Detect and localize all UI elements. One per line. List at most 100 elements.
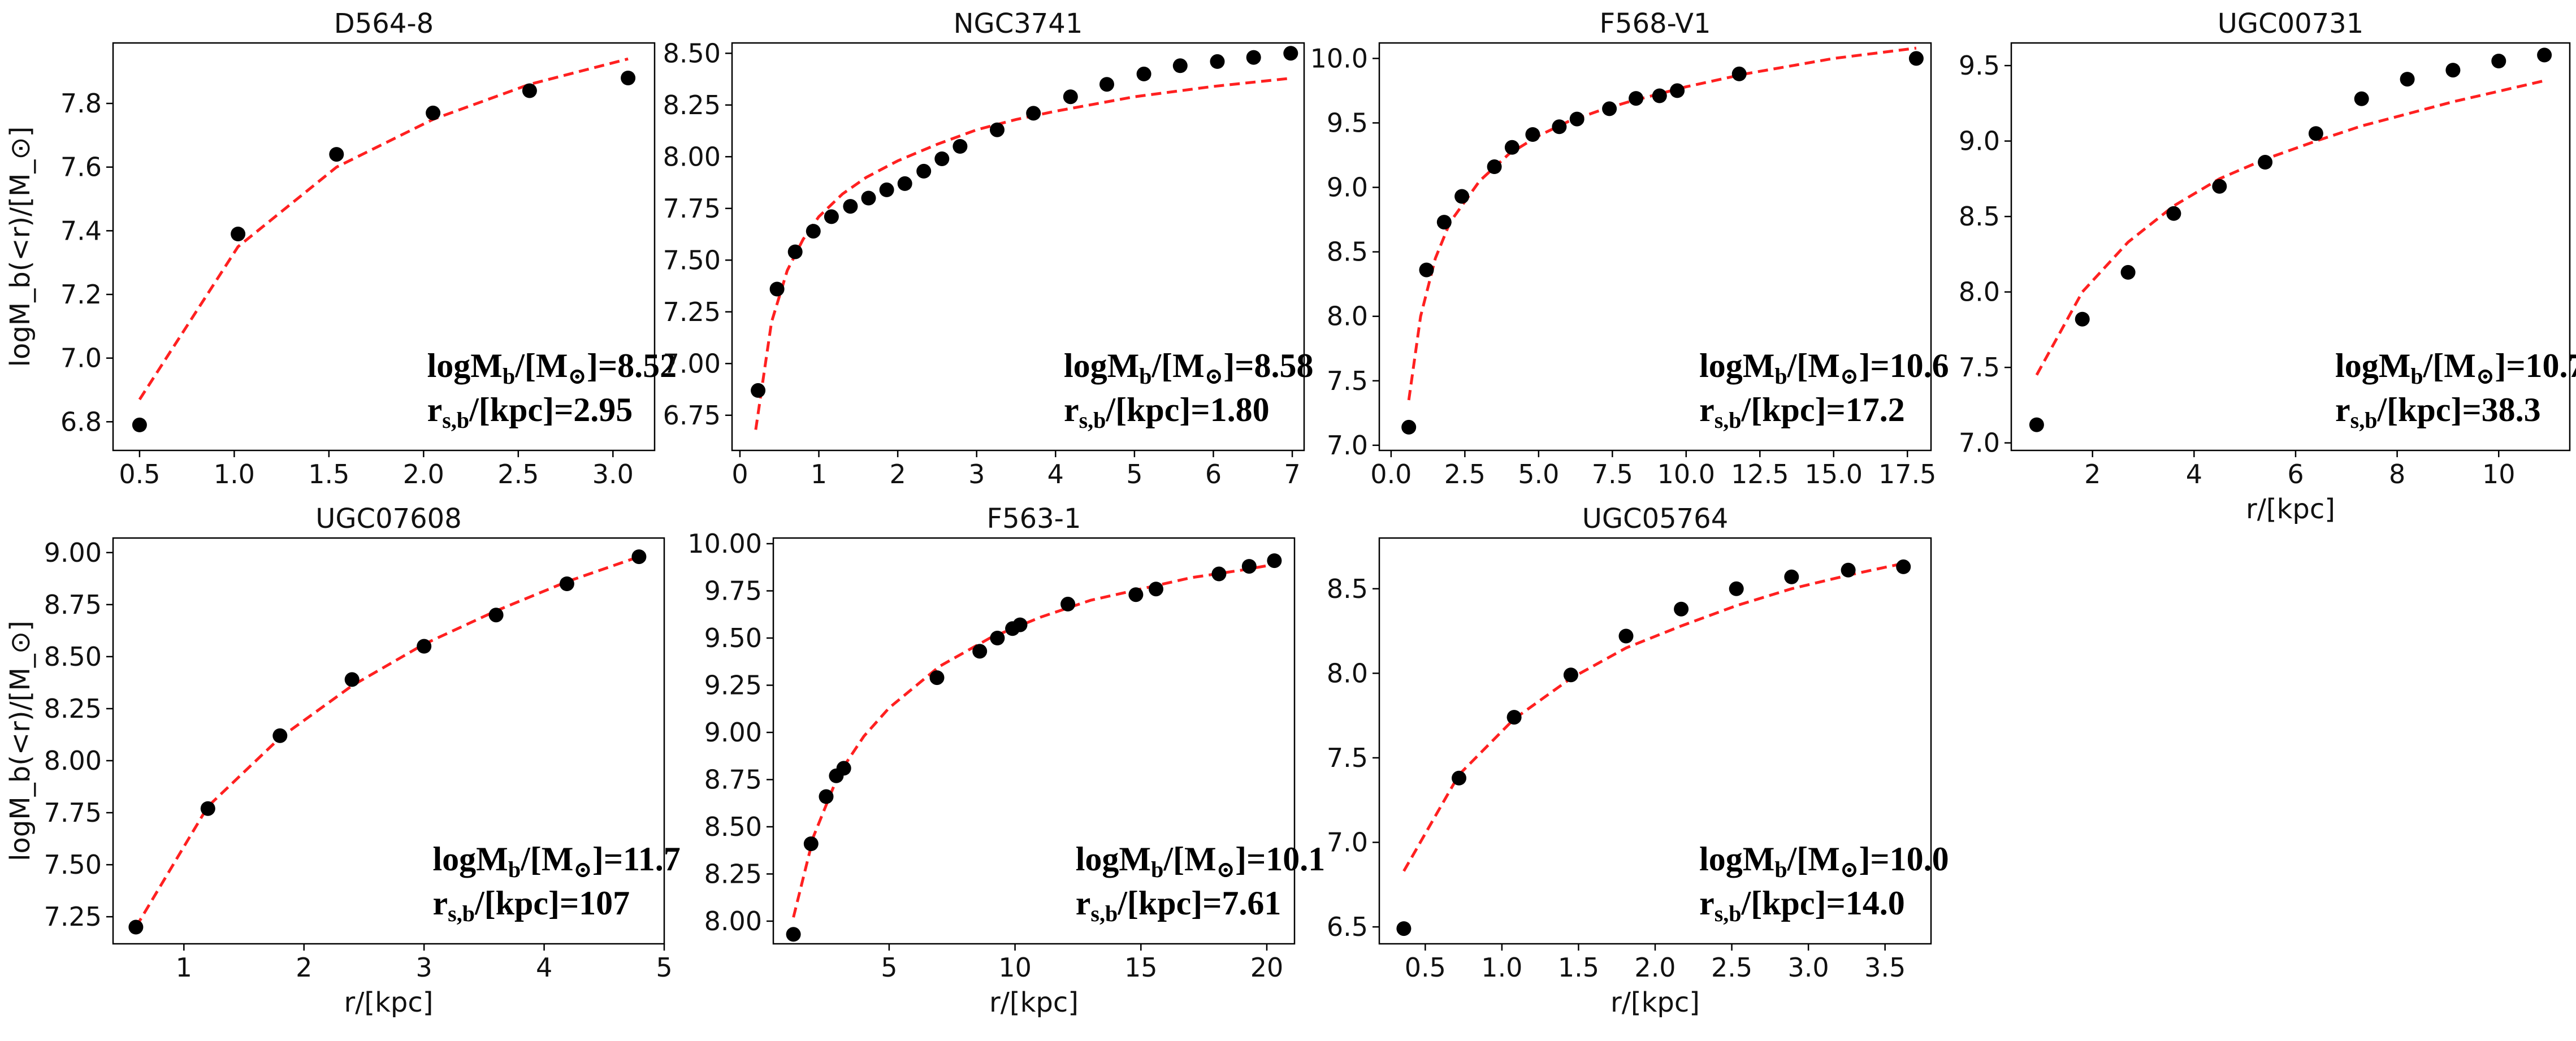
x-tick-label: 17.5 bbox=[1878, 459, 1936, 489]
data-point bbox=[990, 122, 1005, 137]
data-point bbox=[1211, 566, 1227, 582]
y-tick-label: 8.50 bbox=[44, 641, 102, 672]
data-point bbox=[1552, 119, 1567, 135]
x-axis-label: r/[kpc] bbox=[344, 987, 433, 1018]
y-tick-label: 9.25 bbox=[704, 670, 762, 700]
y-tick-label: 9.00 bbox=[704, 717, 762, 748]
data-point bbox=[1026, 106, 1041, 121]
annotation-radius: rs,b/[kpc]=7.61 bbox=[1076, 884, 1281, 926]
data-point bbox=[2354, 91, 2369, 106]
x-tick-label: 0 bbox=[731, 459, 748, 489]
y-tick-label: 9.0 bbox=[1327, 172, 1368, 203]
x-tick-label: 15.0 bbox=[1805, 459, 1863, 489]
x-tick-label: 1 bbox=[811, 459, 827, 489]
panel-4: UGC00731 2 4 6 8 10 7.0 7.5 8.0 8.5 9.0 9.5 r/[kpc] l… bbox=[1959, 8, 2576, 525]
data-point bbox=[897, 176, 912, 191]
x-tick-label: 12.5 bbox=[1731, 459, 1789, 489]
data-point bbox=[344, 672, 360, 687]
y-tick-label: 7.0 bbox=[1327, 827, 1368, 858]
data-point bbox=[1602, 101, 1617, 116]
y-tick-label: 8.50 bbox=[663, 38, 721, 68]
data-point bbox=[1172, 58, 1188, 73]
fit-curve bbox=[754, 76, 1293, 430]
data-point bbox=[1569, 111, 1584, 127]
data-point bbox=[934, 151, 950, 166]
annotation-mass: logMb/[M⊙]=11.7 bbox=[433, 840, 681, 882]
x-tick-label: 0.5 bbox=[1405, 952, 1446, 983]
y-tick-label: 8.0 bbox=[1327, 658, 1368, 688]
data-point bbox=[824, 209, 839, 224]
data-point bbox=[843, 199, 858, 214]
panel-3: F568-V1 0.0 2.5 5.0 7.5 10.0 12.5 15.0 17.5 7.0 7.… bbox=[1310, 8, 1949, 489]
panel-title: F563-1 bbox=[986, 503, 1081, 535]
axes-frame bbox=[2010, 42, 2571, 452]
y-tick-label: 8.0 bbox=[1327, 301, 1368, 332]
data-point bbox=[417, 639, 432, 654]
data-point bbox=[972, 644, 988, 659]
y-tick-label: 8.5 bbox=[1327, 574, 1368, 604]
y-tick-label: 9.50 bbox=[704, 623, 762, 653]
x-tick-label: 2.0 bbox=[1634, 952, 1676, 983]
y-tick-label: 8.25 bbox=[44, 693, 102, 724]
x-tick-label: 4 bbox=[536, 952, 552, 983]
y-tick-label: 8.00 bbox=[663, 141, 721, 172]
panel-5: UGC07608 1 2 3 4 5 7.25 7.50 7.75 8.00 8.25 8.50 8.7… bbox=[5, 503, 681, 1018]
data-point bbox=[1419, 262, 1434, 277]
annotation-radius: rs,b/[kpc]=38.3 bbox=[2335, 391, 2541, 433]
y-tick-label: 7.75 bbox=[44, 797, 102, 828]
data-point bbox=[1670, 83, 1685, 98]
y-tick-label: 7.0 bbox=[60, 343, 102, 374]
x-tick-label: 6 bbox=[2287, 459, 2304, 489]
annotation-radius: rs,b/[kpc]=14.0 bbox=[1699, 884, 1905, 926]
panel-title: NGC3741 bbox=[954, 8, 1083, 40]
panel-2: NGC3741 0 1 2 3 4 5 6 7 6.75 7.00 7.25 7.50 7.75 8.00 8… bbox=[663, 8, 1314, 489]
data-point bbox=[1452, 770, 1466, 786]
data-point bbox=[1149, 582, 1163, 597]
x-tick-label: 2 bbox=[2084, 459, 2101, 489]
x-tick-label: 3.0 bbox=[592, 459, 634, 489]
data-point bbox=[132, 417, 147, 432]
x-tick-label: 7.5 bbox=[1592, 459, 1633, 489]
data-point bbox=[929, 670, 945, 686]
data-point bbox=[1396, 921, 1412, 936]
x-tick-label: 4 bbox=[1047, 459, 1064, 489]
data-point bbox=[1128, 587, 1144, 602]
annotation-mass: logMb/[M⊙]=8.52 bbox=[427, 347, 677, 389]
data-point bbox=[200, 801, 215, 816]
data-point bbox=[879, 182, 894, 197]
y-tick-label: 7.5 bbox=[1327, 743, 1368, 773]
data-point bbox=[2308, 126, 2323, 141]
data-point bbox=[2258, 155, 2273, 170]
data-point bbox=[1487, 159, 1502, 174]
x-tick-label: 5 bbox=[656, 952, 672, 983]
x-tick-label: 3 bbox=[968, 459, 985, 489]
y-tick-label: 7.5 bbox=[1959, 352, 2000, 383]
data-point bbox=[2445, 63, 2461, 78]
panel-title: D564-8 bbox=[334, 8, 434, 40]
panel-7: UGC05764 0.5 1.0 1.5 2.0 2.5 3.0 3.5 6.5 7.0 7.5 8.… bbox=[1327, 503, 1949, 1018]
y-tick-label: 10.0 bbox=[1310, 43, 1368, 73]
y-tick-label: 7.50 bbox=[663, 245, 721, 275]
y-tick-label: 7.6 bbox=[60, 152, 102, 183]
data-point bbox=[2491, 54, 2506, 68]
y-tick-label: 6.75 bbox=[663, 400, 721, 431]
data-point bbox=[1136, 66, 1151, 81]
data-point bbox=[1841, 562, 1856, 578]
panel-title: UGC00731 bbox=[2218, 8, 2364, 40]
data-point bbox=[329, 147, 344, 162]
data-point bbox=[522, 83, 537, 98]
data-point bbox=[787, 244, 803, 259]
x-axis-label: r/[kpc] bbox=[989, 987, 1079, 1018]
axes-frame bbox=[112, 537, 665, 945]
data-point bbox=[1283, 46, 1298, 61]
annotation-radius: rs,b/[kpc]=17.2 bbox=[1699, 391, 1905, 433]
x-tick-label: 3 bbox=[416, 952, 432, 983]
fit-curve bbox=[2035, 79, 2545, 376]
x-tick-label: 5.0 bbox=[1518, 459, 1559, 489]
y-tick-label: 7.5 bbox=[1327, 366, 1368, 396]
data-point bbox=[1784, 569, 1799, 584]
data-point bbox=[2537, 47, 2552, 63]
x-tick-label: 10 bbox=[2482, 459, 2516, 489]
data-point bbox=[631, 549, 647, 565]
